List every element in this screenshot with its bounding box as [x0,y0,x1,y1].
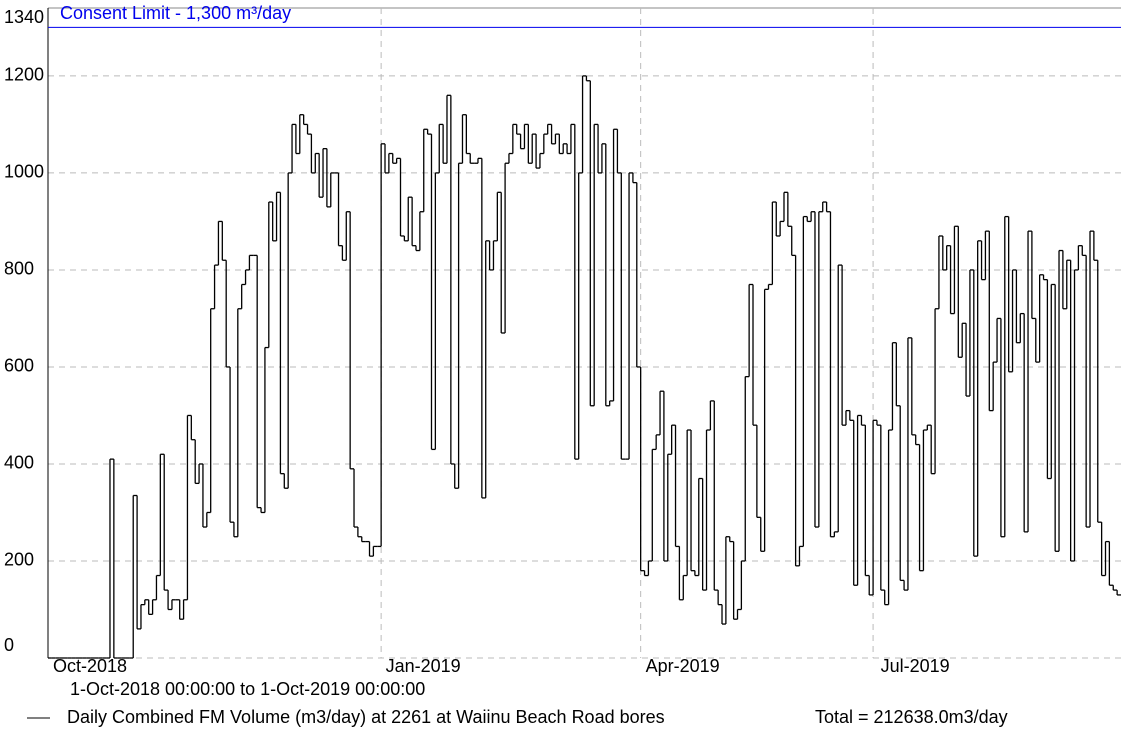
y-tick-label: 1340 [4,7,44,27]
total-label: Total = 212638.0m3/day [815,707,1008,727]
reference-label: Consent Limit - 1,300 m³/day [60,3,291,23]
y-tick-label: 1200 [4,65,44,85]
x-tick-label: Jul-2019 [881,656,950,676]
y-tick-label: 800 [4,259,34,279]
y-tick-label: 600 [4,356,34,376]
x-tick-label: Apr-2019 [646,656,720,676]
y-tick-label: 200 [4,550,34,570]
y-tick-label: 400 [4,453,34,473]
y-tick-label: 0 [4,635,14,655]
x-tick-label: Oct-2018 [53,656,127,676]
x-tick-label: Jan-2019 [386,656,461,676]
period-label: 1-Oct-2018 00:00:00 to 1-Oct-2019 00:00:… [70,679,425,699]
step-risers [109,75,1118,658]
y-tick-label: 1000 [4,162,44,182]
legend-label: Daily Combined FM Volume (m3/day) at 226… [67,707,665,727]
